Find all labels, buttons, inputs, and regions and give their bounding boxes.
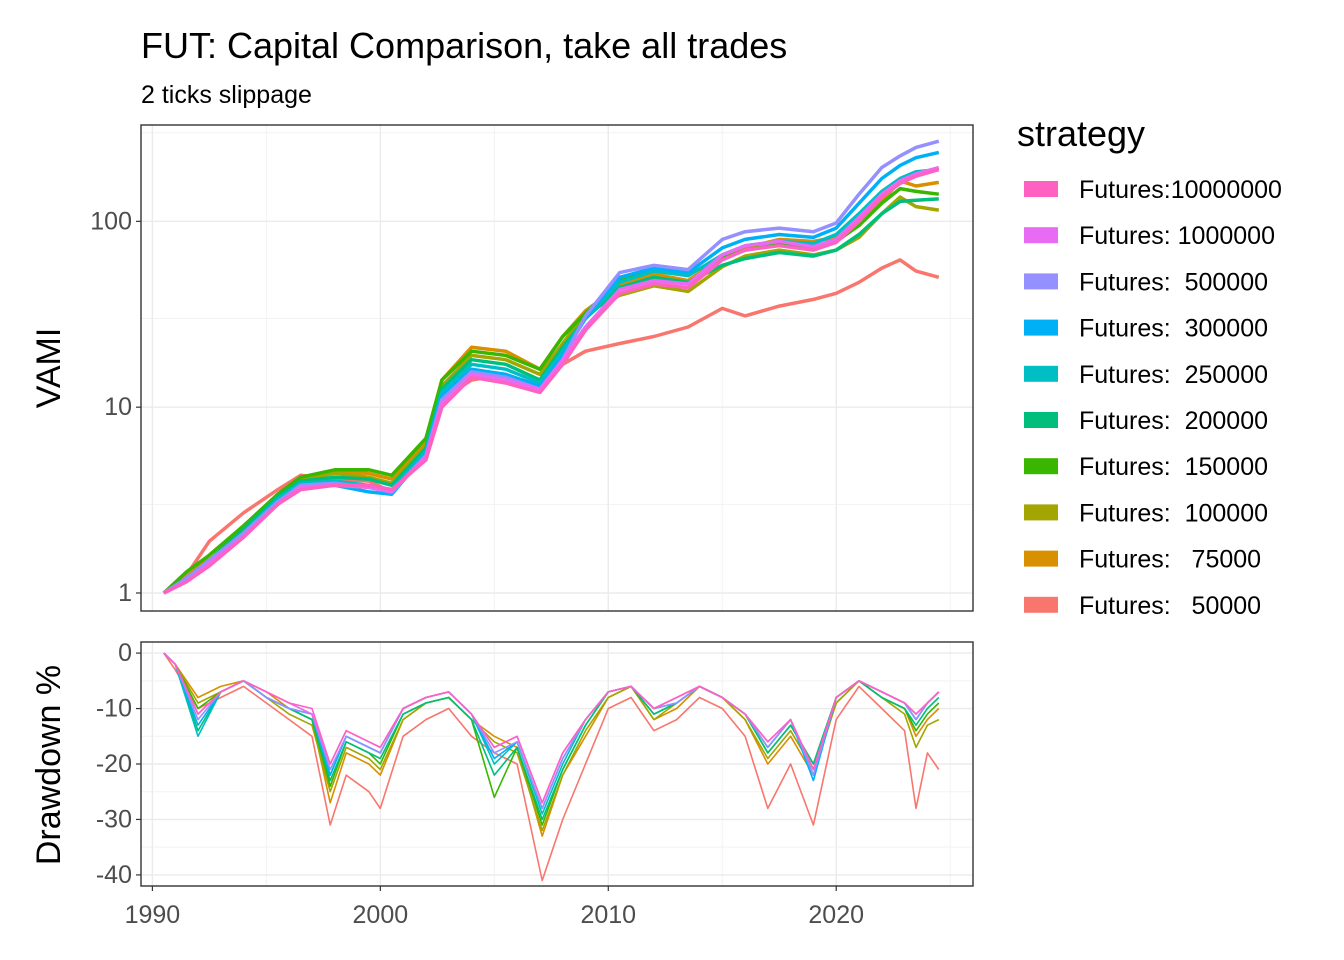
series-line [163,652,940,804]
legend-label: Futures: 250000 [1079,361,1268,389]
x-tick-label: 2020 [808,901,864,929]
x-tick-label: 2010 [580,901,636,929]
legend-swatch [1024,412,1058,428]
legend-label: Futures:10000000 [1079,176,1282,204]
legend-swatch [1024,227,1058,244]
legend-label: Futures: 50000 [1079,592,1261,620]
legend-label: Futures: 1000000 [1079,222,1275,250]
legend-swatch [1024,596,1058,613]
legend-swatch [1024,550,1058,567]
y-tick-label: 1 [118,579,132,607]
series-line [163,652,940,882]
panel-border [140,124,974,612]
series-line [163,167,940,595]
legend-title: strategy [1017,113,1145,154]
x-axis: 1990 2000 2010 2020 [125,886,864,929]
vami-axis-title: VAMI [30,328,68,409]
chart-subtitle: 2 ticks slippage [141,81,312,109]
drawdown-axis-title: Drawdown % [30,665,68,865]
y-tick-label: -30 [96,805,132,833]
legend-label: Futures: 300000 [1079,315,1268,343]
series-line [162,197,939,595]
vami-panel: 1 10 100 [90,124,974,612]
legend-swatch [1024,365,1058,382]
legend-swatch [1024,181,1058,197]
legend-label: Futures: 500000 [1079,268,1268,296]
y-tick-label: -20 [96,750,132,778]
y-tick-label: -40 [96,861,132,889]
legend-swatch [1024,458,1058,475]
y-tick-label: 0 [118,639,132,667]
legend-swatch [1024,504,1058,521]
legend-label: Futures: 75000 [1079,546,1261,574]
legend-label: Futures: 200000 [1079,407,1268,435]
x-tick-label: 2000 [353,901,409,929]
y-tick-label: 10 [104,393,132,421]
legend-label: Futures: 150000 [1079,453,1268,481]
panel-border [140,641,974,887]
y-tick-label: -10 [96,695,132,723]
legend-label: Futures: 100000 [1079,499,1268,527]
legend: strategy Futures:10000000 Futures: 100000… [1017,113,1282,620]
legend-swatch [1024,273,1058,290]
legend-swatch [1024,319,1058,336]
series-line [162,167,939,595]
x-tick-label: 1990 [125,901,181,929]
chart-title: FUT: Capital Comparison, take all trades [141,25,787,66]
y-tick-label: 100 [90,207,132,235]
drawdown-panel: 0 -10 -20 -30 -40 [96,639,974,889]
